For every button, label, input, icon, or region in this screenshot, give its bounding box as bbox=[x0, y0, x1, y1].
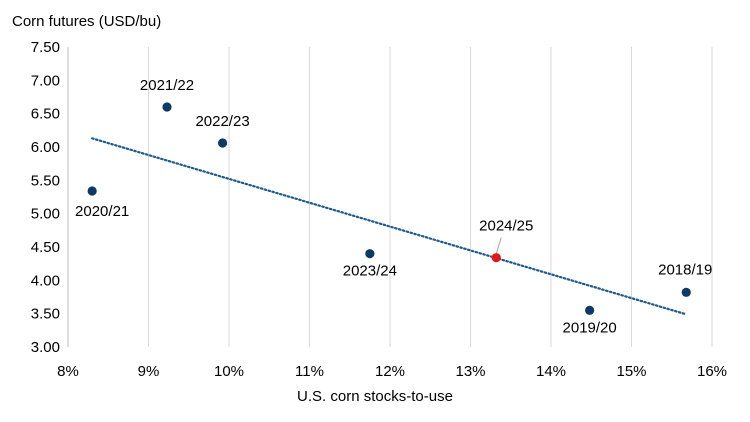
data-point bbox=[681, 287, 691, 297]
x-tick-label: 13% bbox=[455, 363, 485, 380]
x-tick-label: 14% bbox=[536, 363, 566, 380]
data-point bbox=[87, 186, 97, 196]
x-axis-title: U.S. corn stocks-to-use bbox=[297, 388, 453, 405]
callout-line bbox=[495, 237, 502, 254]
y-axis-title: Corn futures (USD/bu) bbox=[12, 13, 162, 30]
data-point bbox=[365, 249, 375, 259]
y-tick-label: 6.00 bbox=[31, 139, 60, 156]
data-point bbox=[162, 102, 172, 112]
x-tick-label: 15% bbox=[616, 363, 646, 380]
data-point bbox=[217, 138, 228, 148]
y-tick-label: 7.50 bbox=[31, 39, 60, 56]
point-label: 2023/24 bbox=[343, 263, 397, 280]
y-tick-label: 5.00 bbox=[31, 206, 60, 223]
x-tick-label: 9% bbox=[138, 363, 160, 380]
data-point bbox=[491, 253, 501, 263]
trendline bbox=[91, 137, 688, 316]
y-tick-label: 7.00 bbox=[31, 72, 60, 89]
y-tick-label: 5.50 bbox=[31, 172, 60, 189]
y-tick-label: 4.00 bbox=[31, 272, 60, 289]
point-label: 2018/19 bbox=[658, 261, 712, 278]
x-tick-label: 11% bbox=[295, 363, 324, 380]
y-tick-label: 3.50 bbox=[31, 306, 60, 323]
data-point bbox=[585, 305, 595, 315]
x-tick-label: 16% bbox=[697, 363, 727, 380]
point-label: 2024/25 bbox=[479, 218, 533, 235]
point-label: 2020/21 bbox=[75, 203, 129, 220]
point-label: 2019/20 bbox=[563, 319, 617, 336]
x-tick-label: 12% bbox=[375, 363, 405, 380]
y-tick-label: 6.50 bbox=[31, 106, 60, 123]
y-tick-label: 4.50 bbox=[31, 239, 60, 256]
y-tick-label: 3.00 bbox=[31, 339, 60, 356]
point-label: 2022/23 bbox=[195, 113, 249, 130]
point-label: 2021/22 bbox=[140, 77, 194, 94]
x-tick-label: 8% bbox=[57, 363, 79, 380]
x-tick-label: 10% bbox=[214, 363, 244, 380]
